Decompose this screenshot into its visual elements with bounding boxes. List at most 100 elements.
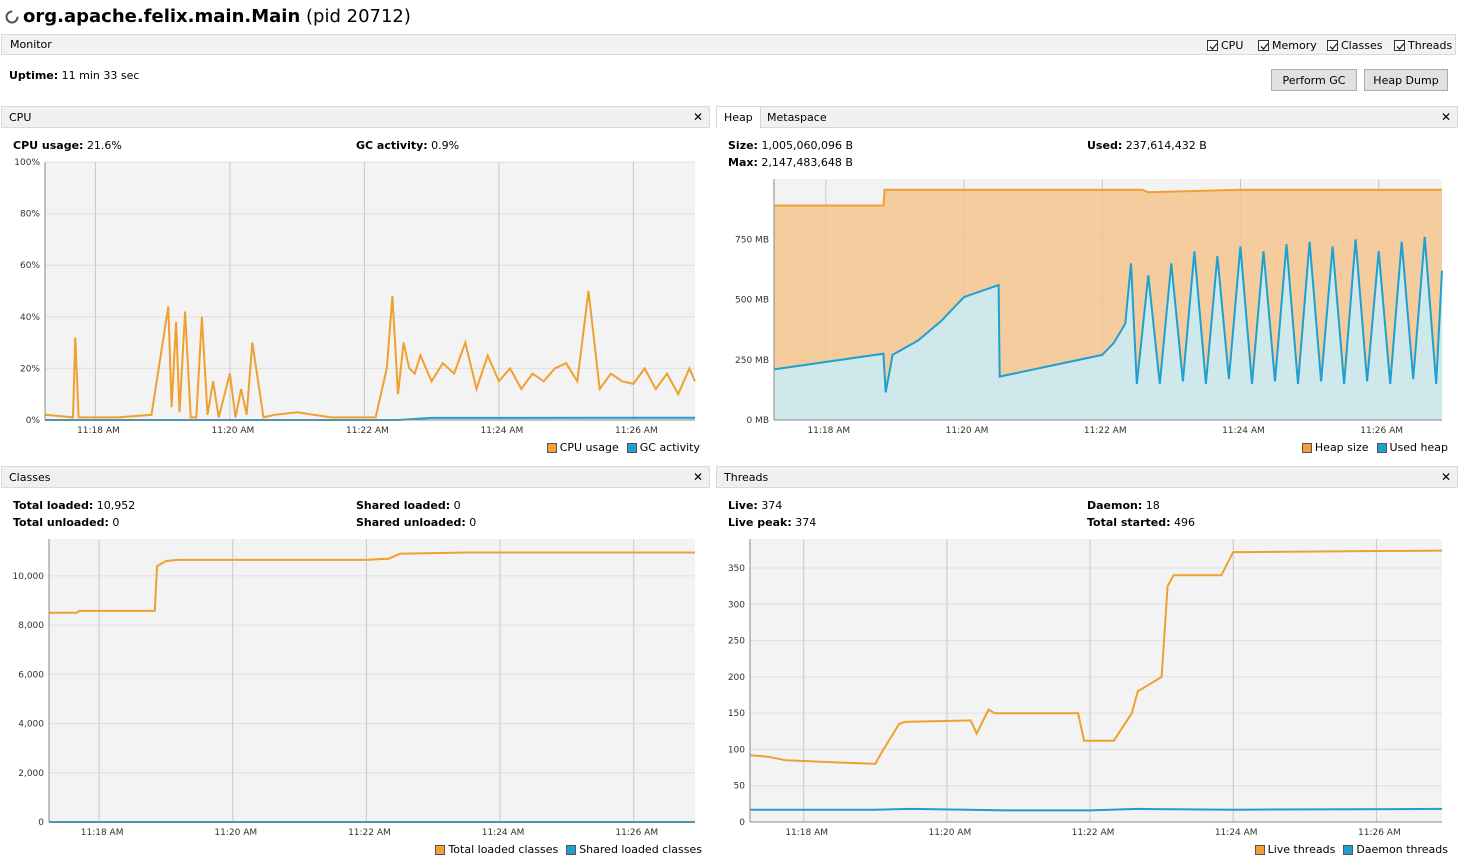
y-tick-label: 10,000 [13,572,45,582]
checkbox-checked-icon[interactable] [1258,39,1269,51]
y-tick-label: 0% [26,416,41,426]
tab-classes[interactable]: Classes [9,471,51,484]
x-tick-label: 11:26 AM [1360,426,1403,436]
daemon-stat: Daemon: 18 [1087,499,1160,512]
x-tick-label: 11:22 AM [348,828,391,838]
threads-legend: Live threads Daemon threads [1254,843,1448,856]
stat-label: Shared unloaded: [356,516,466,529]
window-title: org.apache.felix.main.Main (pid 20712) [23,6,411,27]
stat-label: Live peak: [728,516,792,529]
x-tick-label: 11:20 AM [212,426,255,436]
stat-value: 2,147,483,648 B [761,156,853,169]
cpu-usage-stat: CPU usage: 21.6% [13,139,122,152]
perform-gc-button[interactable]: Perform GC [1271,69,1357,91]
close-icon[interactable]: ✕ [1440,110,1451,124]
y-tick-label: 100 [728,745,745,755]
heap-legend: Heap size Used heap [1301,441,1449,454]
heap-dump-button[interactable]: Heap Dump [1364,69,1448,91]
series-line [749,549,1443,765]
app-name: org.apache.felix.main.Main [23,6,301,27]
x-tick-label: 11:20 AM [928,828,971,838]
close-icon[interactable]: ✕ [1440,470,1451,484]
series-line [774,188,1442,207]
y-tick-label: 0 [38,818,44,828]
legend-swatch-daemon [1343,844,1354,855]
panel-header: Classes ✕ [1,466,710,488]
legend-label: Used heap [1389,441,1449,454]
legend-label: GC activity [639,441,700,454]
x-tick-label: 11:18 AM [81,828,124,838]
cpu-chart: 0% 20% 40% 60% 80% 100% 11:18 AM 11:20 AM 11:22 … [14,158,696,436]
stat-value: 0.9% [431,139,460,152]
checkbox-checked-icon[interactable] [1327,39,1338,51]
checkbox-memory[interactable]: Memory [1258,38,1317,52]
stat-value: 21.6% [86,139,122,152]
live-stat: Live: 374 [728,499,782,512]
stat-value: 10,952 [96,499,136,512]
stat-label: Max: [728,156,758,169]
checkbox-threads[interactable]: Threads [1394,38,1452,52]
y-tick-label: 6,000 [18,670,44,680]
series-line [750,807,1443,812]
monitor-label: Monitor [10,38,52,51]
legend-label: Live threads [1267,843,1336,856]
tab-cpu[interactable]: CPU [9,111,32,124]
panel-header: Heap Metaspace ✕ [716,106,1458,128]
tab-heap[interactable]: Heap [717,107,761,128]
x-tick-label: 11:24 AM [1215,828,1258,838]
x-tick-label: 11:18 AM [807,426,850,436]
panel-header: CPU ✕ [1,106,710,128]
live-peak-stat: Live peak: 374 [728,516,816,529]
tab-threads[interactable]: Threads [724,471,769,484]
checkbox-label: Threads [1408,38,1453,52]
x-tick-label: 11:26 AM [615,828,658,838]
stat-label: Used: [1087,139,1123,152]
x-tick-label: 11:24 AM [482,828,525,838]
heap-chart: 0 MB 250 MB 500 MB 750 MB 11:18 AM 11:20 AM 11… [735,179,1443,436]
x-tick-label: 11:20 AM [946,426,989,436]
legend-label: Heap size [1314,441,1369,454]
stat-label: Shared loaded: [356,499,451,512]
checkbox-cpu[interactable]: CPU [1207,38,1243,52]
shared-loaded-stat: Shared loaded: 0 [356,499,461,512]
cpu-panel: CPU ✕ CPU usage: 21.6% GC activity: 0.9%… [1,106,710,461]
checkbox-checked-icon[interactable] [1207,39,1218,51]
y-tick-label: 8,000 [18,621,44,631]
total-loaded-stat: Total loaded: 10,952 [13,499,135,512]
stat-label: GC activity: [356,139,428,152]
legend-swatch-total-loaded [435,844,446,855]
close-icon[interactable]: ✕ [692,470,703,484]
plot-background [45,162,695,420]
close-icon[interactable]: ✕ [692,110,703,124]
checkbox-checked-icon[interactable] [1394,39,1405,51]
y-tick-label: 200 [728,673,745,683]
legend-label: Total loaded classes [448,843,559,856]
legend-swatch-shared-loaded [566,844,577,855]
threads-panel: Threads ✕ Live: 374 Live peak: 374 Daemo… [716,466,1458,861]
stat-value: 0 [453,499,461,512]
x-tick-label: 11:18 AM [77,426,120,436]
checkbox-classes[interactable]: Classes [1327,38,1382,52]
legend-swatch-heap-size [1301,442,1312,453]
series-line [49,551,695,614]
legend-label: Daemon threads [1356,843,1448,856]
y-tick-label: 300 [728,600,745,610]
stat-value: 237,614,432 B [1125,139,1207,152]
x-tick-label: 11:18 AM [785,828,828,838]
window-title-bar: org.apache.felix.main.Main (pid 20712) [0,0,1465,33]
legend-swatch-cpu [546,442,557,453]
x-tick-label: 11:24 AM [1222,426,1265,436]
tab-metaspace[interactable]: Metaspace [767,111,827,124]
classes-panel: Classes ✕ Total loaded: 10,952 Total unl… [1,466,710,861]
x-tick-label: 11:22 AM [1084,426,1127,436]
y-tick-label: 100% [14,158,40,168]
stat-value: 0 [469,516,477,529]
stat-label: CPU usage: [13,139,84,152]
checkbox-label: CPU [1221,38,1244,52]
series-line [44,290,696,419]
uptime-value: 11 min 33 sec [61,69,140,82]
plot-background [750,539,1442,822]
legend-swatch-live [1254,844,1265,855]
stat-value: 374 [761,499,783,512]
y-tick-label: 50 [734,782,746,792]
